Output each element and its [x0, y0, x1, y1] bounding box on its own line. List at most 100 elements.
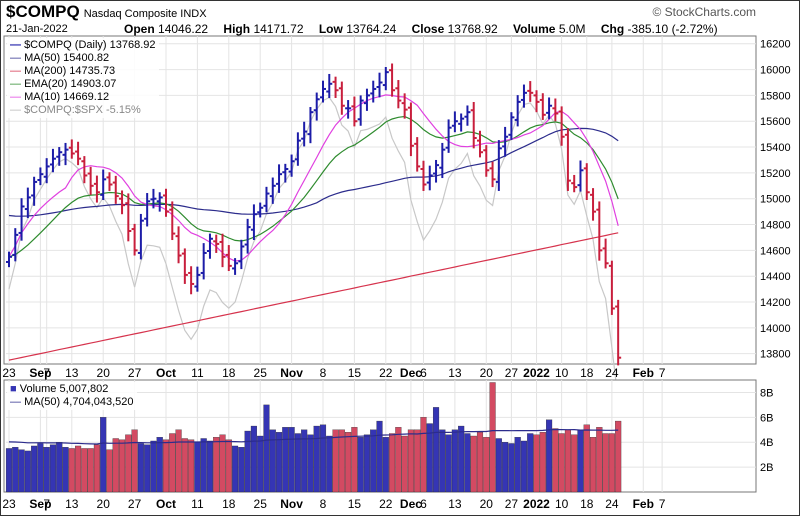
- ohlc-bar: [382, 66, 389, 91]
- volume-bar: [533, 434, 540, 493]
- x-tick-label: Feb: [633, 366, 654, 380]
- ohlc-bar: [307, 107, 314, 144]
- volume-bar: [263, 404, 270, 493]
- x-tick-label: Sep: [29, 366, 51, 380]
- x-tick-label: 15: [348, 497, 362, 511]
- price-tick-label: 14400: [760, 271, 791, 283]
- volume-bar: [169, 433, 176, 493]
- ohlc-bar: [533, 90, 540, 113]
- ohlc-bar: [539, 93, 546, 120]
- ohlc-bar: [282, 163, 289, 183]
- x-tick-label: 20: [480, 497, 494, 511]
- x-tick-label: 13: [448, 366, 462, 380]
- volume-tick-label: 4B: [760, 437, 773, 449]
- volume-bar: [5, 448, 13, 493]
- ohlc-bar: [483, 145, 490, 177]
- volume-bar: [495, 438, 502, 493]
- volume-bar: [589, 437, 597, 493]
- x-tick-label: 27: [505, 366, 519, 380]
- ohlc-bar: [119, 190, 126, 215]
- ohlc-bar: [294, 132, 301, 166]
- ohlc-bar: [596, 201, 603, 261]
- ohlc-bar: [288, 154, 295, 177]
- volume-bar: [382, 437, 389, 493]
- ohlc-bar: [527, 81, 534, 102]
- ohlc-bar: [137, 213, 144, 260]
- price-tick-label: 13800: [760, 349, 791, 361]
- ohlc-bar: [31, 176, 38, 206]
- ema20-line: [8, 115, 619, 258]
- x-tick-label: Nov: [280, 497, 303, 511]
- volume-bar: [395, 427, 402, 493]
- volume-bar: [520, 440, 528, 493]
- x-tick-label: 24: [605, 497, 619, 511]
- ohlc-bar: [420, 160, 427, 191]
- volume-bar: [514, 437, 521, 493]
- volume-bar: [232, 445, 239, 493]
- ohlc-bar: [194, 266, 201, 292]
- ohlc-bar: [433, 159, 440, 183]
- x-tick-label: 6: [420, 497, 427, 511]
- ohlc-bar: [552, 98, 559, 122]
- volume-bar: [539, 432, 546, 493]
- ohlc-bar: [470, 101, 477, 149]
- ohlc-bar: [326, 73, 333, 98]
- volume-bar: [370, 429, 377, 493]
- volume-bar: [225, 439, 232, 493]
- volume-bar: [162, 439, 170, 493]
- volume-bar: [527, 433, 534, 493]
- x-tick-label: 25: [254, 366, 268, 380]
- ohlc-bar: [112, 175, 119, 204]
- volume-bar: [62, 447, 69, 493]
- volume-bar: [345, 432, 352, 493]
- volume-bar: [489, 382, 496, 493]
- volume-bar: [244, 430, 251, 493]
- ohlc-bar: [489, 161, 496, 188]
- volume-bar: [12, 447, 19, 493]
- volume-tick-label: 8B: [760, 387, 773, 399]
- x-tick-label: 2022: [523, 366, 550, 380]
- ma10-line: [8, 94, 619, 262]
- x-tick-label: 20: [97, 366, 111, 380]
- volume-bar: [31, 445, 38, 493]
- price-tick-label: 15400: [760, 142, 791, 154]
- ohlc-bar: [56, 147, 63, 166]
- volume-bar: [596, 427, 603, 493]
- ohlc-bar: [37, 167, 44, 186]
- ohlc-bar: [357, 95, 364, 126]
- x-tick-label: 8: [320, 497, 327, 511]
- ohlc-bar: [225, 245, 232, 272]
- ohlc-bar: [18, 198, 25, 241]
- ohlc-bar: [351, 96, 358, 127]
- volume-bar: [420, 417, 427, 493]
- x-tick-label: 7: [43, 366, 50, 380]
- x-tick-label: 2022: [523, 497, 550, 511]
- ohlc-bar: [520, 84, 527, 108]
- volume-bar: [564, 429, 571, 493]
- volume-bar: [43, 447, 50, 493]
- ohlc-bar: [6, 251, 12, 268]
- volume-bar: [407, 429, 414, 493]
- ohlc-bar: [150, 188, 157, 209]
- price-tick-label: 14200: [760, 297, 791, 309]
- x-tick-label: Feb: [633, 497, 654, 511]
- volume-bar: [112, 438, 119, 493]
- volume-bar: [577, 429, 584, 493]
- volume-bar: [131, 429, 138, 493]
- volume-bar: [18, 449, 25, 493]
- price-tick-label: 15600: [760, 116, 791, 128]
- x-tick-label: Oct: [156, 366, 176, 380]
- volume-bar: [200, 438, 207, 493]
- ohlc-bar: [75, 141, 82, 166]
- volume-bar: [118, 439, 126, 493]
- legend-ma200: — MA(200) 14735.73: [10, 65, 116, 77]
- x-tick-label: 22: [379, 366, 393, 380]
- volume-tick-label: 6B: [760, 412, 773, 424]
- ohlc-bar: [62, 142, 69, 166]
- ohlc-bar: [439, 142, 446, 179]
- volume-bar: [100, 417, 107, 493]
- legend-volume-ma: — MA(50) 4,704,043,520: [10, 396, 134, 408]
- volume-bar: [188, 439, 195, 493]
